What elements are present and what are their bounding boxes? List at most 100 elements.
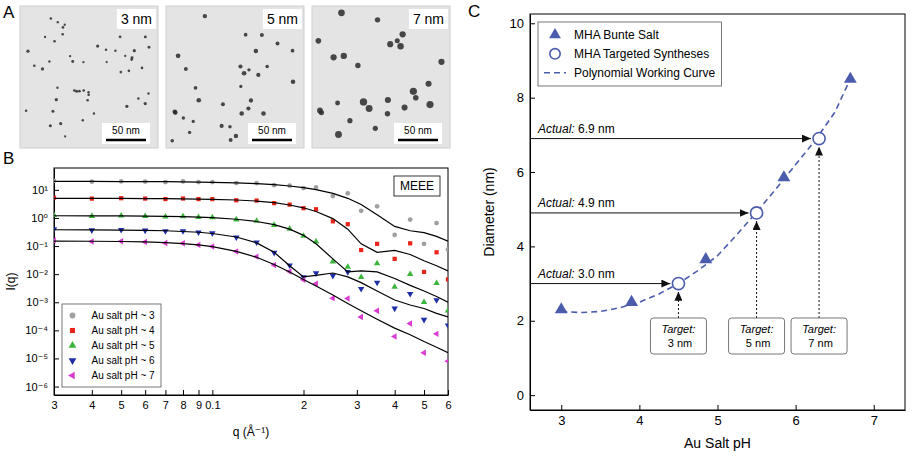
particle: [355, 63, 360, 68]
scale-bar: 50 nm: [248, 123, 296, 144]
particle: [64, 24, 66, 26]
point: [142, 212, 148, 218]
particle: [96, 44, 99, 47]
tick-mark: [639, 405, 640, 410]
particle: [33, 64, 36, 67]
actual-arrow: [530, 212, 749, 213]
particle: [119, 71, 122, 74]
particle: [93, 112, 95, 114]
particle: [249, 98, 253, 102]
tick: 10⁻⁴: [25, 324, 59, 336]
legend-item: Polynomial Working Curve: [544, 66, 715, 80]
tick: 2: [517, 313, 535, 328]
tick-label: 8: [517, 90, 524, 105]
particle: [86, 99, 89, 102]
fit-line: [54, 181, 448, 241]
scale-bar-background: [102, 123, 150, 144]
point: [357, 314, 363, 320]
legend-item: Au salt pH ~ 4: [70, 325, 155, 336]
point: [180, 213, 186, 219]
actual-label-head: Actual:: [537, 196, 575, 210]
tick: 10⁻⁶: [25, 381, 59, 393]
legend-box: [538, 22, 721, 86]
tick: 0.1: [205, 390, 220, 411]
fit-line: [54, 216, 448, 303]
micrograph-title-box: 7 nm: [409, 9, 448, 29]
particle: [173, 110, 178, 115]
micrograph-title: 3 nm: [121, 11, 152, 27]
panel-letter: B: [3, 149, 14, 168]
particle: [260, 33, 264, 37]
target-label-value: 5 nm: [743, 337, 771, 349]
scale-bar: 50 nm: [102, 123, 150, 144]
tick-mark: [54, 218, 59, 219]
tick: 4: [89, 390, 95, 411]
series-points: [54, 237, 448, 364]
particle: [317, 107, 323, 113]
tick-mark: [530, 246, 535, 247]
particle: [338, 9, 345, 16]
y-axis-title: I(q): [4, 272, 18, 290]
point: [446, 277, 448, 281]
target-label-head: Target:: [802, 323, 836, 335]
axis: 34567: [531, 405, 906, 428]
point: [330, 274, 336, 280]
micrograph-title-box: 3 nm: [117, 9, 156, 29]
tick-mark: [424, 390, 425, 395]
point: [162, 229, 168, 235]
particle: [26, 50, 29, 53]
actual-arrow: [530, 283, 670, 284]
particle: [438, 59, 444, 65]
point: [434, 221, 439, 226]
tick-label: 10: [510, 16, 524, 31]
legend: MHA Bunte SaltMHA Targeted SynthesesPoly…: [538, 22, 721, 86]
panel: C345670246810Au Salt pHDiameter (nm)MHA …: [468, 2, 906, 451]
tick-label: 3: [558, 413, 565, 428]
tick-mark: [448, 390, 449, 395]
scale-bar-line: [252, 139, 292, 142]
tick: 10⁻²: [26, 268, 59, 280]
particle: [51, 110, 54, 113]
tick-mark: [54, 358, 59, 359]
point: [374, 260, 380, 266]
legend-label: Au salt pH ~ 6: [91, 355, 155, 366]
micrograph: 5 nm50 nm: [166, 6, 304, 148]
tick-label: 8: [180, 399, 186, 411]
point: [446, 247, 448, 252]
particle: [341, 53, 347, 59]
particle: [410, 88, 417, 95]
point: [359, 208, 364, 213]
particle: [128, 70, 131, 73]
scale-bar-line: [398, 139, 438, 142]
particle: [247, 68, 250, 71]
tick: 8: [517, 90, 535, 105]
title-background: [409, 9, 448, 29]
legend-symbol: [550, 49, 560, 59]
tick-mark: [54, 190, 59, 191]
point: [420, 349, 426, 355]
tick: 6: [445, 390, 451, 411]
legend-symbol: [70, 328, 75, 333]
point: [555, 302, 568, 313]
particle: [395, 38, 400, 43]
point: [844, 72, 857, 83]
particle: [131, 56, 134, 59]
legend-item: Au salt pH ~ 7: [68, 370, 155, 381]
panel: B34567890.12345610⁻⁶10⁻⁵10⁻⁴10⁻³10⁻²10⁻¹…: [3, 149, 452, 439]
tick-mark: [530, 23, 535, 24]
point: [374, 281, 380, 287]
particle: [347, 118, 352, 123]
particle: [64, 135, 66, 137]
point: [358, 273, 364, 279]
tick-label: 7: [163, 399, 169, 411]
x-axis-title: q (Å⁻¹): [233, 424, 269, 439]
tick-mark: [530, 321, 535, 322]
scale-bar-label: 50 nm: [258, 125, 286, 136]
particle: [229, 138, 233, 142]
point: [434, 250, 438, 254]
particle: [141, 67, 144, 70]
particle: [75, 90, 78, 93]
particle: [291, 79, 296, 84]
particle: [170, 139, 174, 143]
series-points: [555, 72, 857, 314]
